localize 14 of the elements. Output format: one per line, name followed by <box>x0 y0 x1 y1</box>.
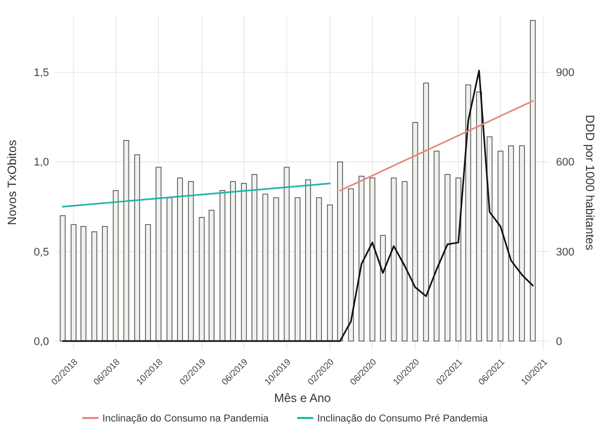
y2-tick-label: 300 <box>556 246 574 258</box>
legend-label: Inclinação do Consumo Pré Pandemia <box>317 414 488 424</box>
y2-tick-label: 900 <box>556 67 574 80</box>
y-tick-label: 1,0 <box>34 156 49 169</box>
y2-tick-label: 0 <box>556 336 562 348</box>
y2-tick-label: 600 <box>556 156 574 169</box>
x-axis-title: Mês e Ano <box>274 391 332 405</box>
y2-axis-title: DDD por 1000 habitantes <box>583 114 597 250</box>
y-axis-title: Novos TxObitos <box>5 140 19 226</box>
y-tick-label: 1,5 <box>34 67 49 80</box>
line-series <box>62 70 534 342</box>
y-tick-label: 0,5 <box>34 246 49 258</box>
y-tick-label: 0,0 <box>34 336 49 348</box>
legend-label: Inclinação do Consumo na Pandemia <box>102 414 270 424</box>
